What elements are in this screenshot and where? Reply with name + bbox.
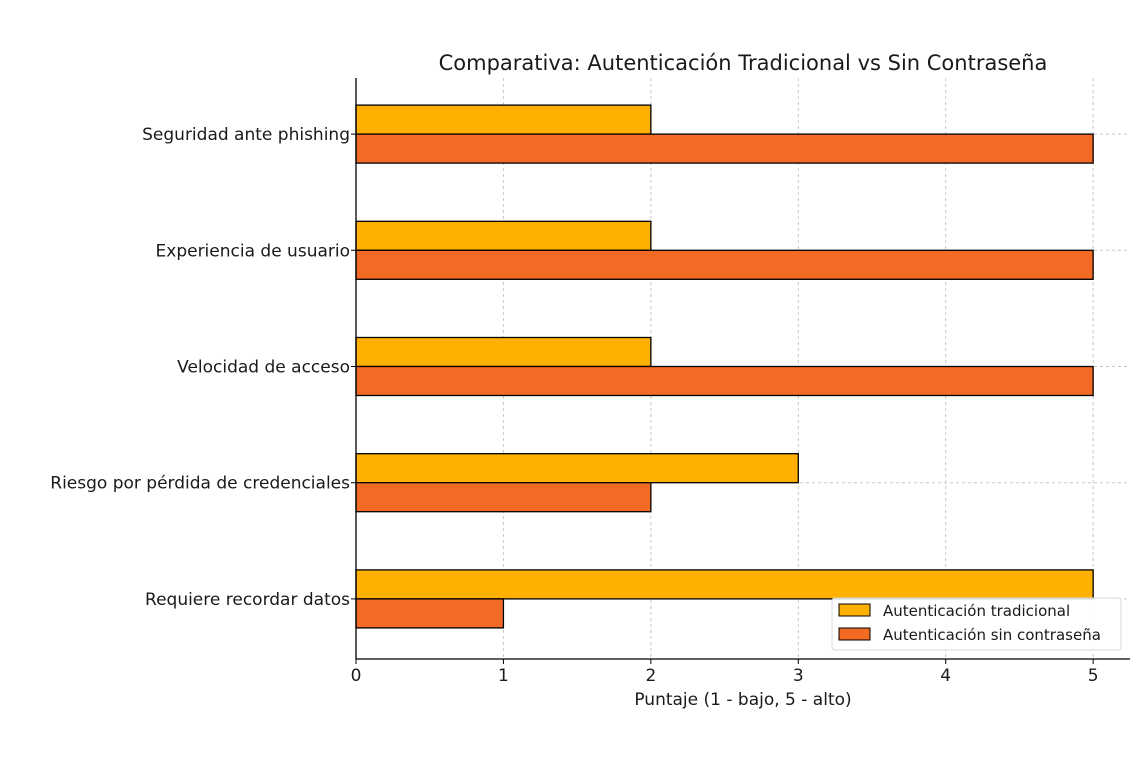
x-tick-label: 2 <box>645 666 656 686</box>
axes: 0 1 2 3 4 5 Seguridad ante phishing Experiencia… <box>50 78 1130 686</box>
bar-passwordless <box>355 598 505 629</box>
bar-traditional <box>355 336 652 368</box>
bar-passwordless <box>355 133 1094 164</box>
legend-box <box>831 597 1122 651</box>
bar-passwordless <box>355 365 1094 397</box>
y-tick-label: Riesgo por pérdida de credenciales <box>50 474 350 494</box>
bar-passwordless <box>355 249 1094 280</box>
x-tick-label: 3 <box>793 666 804 686</box>
legend: Autenticación tradicional Autenticación s… <box>831 597 1122 651</box>
bars <box>355 104 1094 629</box>
x-tick-label: 4 <box>940 666 951 686</box>
legend-swatch <box>838 603 871 617</box>
x-tick-label: 1 <box>498 666 509 686</box>
y-tick-label: Experiencia de usuario <box>156 241 350 261</box>
legend-label: Autenticación tradicional <box>883 602 1070 620</box>
legend-label: Autenticación sin contraseña <box>883 626 1101 644</box>
bar-traditional <box>355 220 652 251</box>
bar-traditional <box>355 453 799 484</box>
chart-title: Comparativa: Autenticación Tradicional v… <box>439 51 1048 75</box>
bar-traditional <box>355 569 1094 600</box>
y-tick-label: Velocidad de acceso <box>177 358 350 378</box>
x-axis-label: Puntaje (1 - bajo, 5 - alto) <box>634 690 851 710</box>
y-tick-label: Requiere recordar datos <box>145 590 350 610</box>
x-tick-label: 0 <box>351 666 362 686</box>
y-tick-label: Seguridad ante phishing <box>142 125 350 145</box>
legend-swatch <box>838 627 871 641</box>
bar-passwordless <box>355 482 652 513</box>
x-tick-label: 5 <box>1088 666 1099 686</box>
bar-traditional <box>355 104 652 135</box>
